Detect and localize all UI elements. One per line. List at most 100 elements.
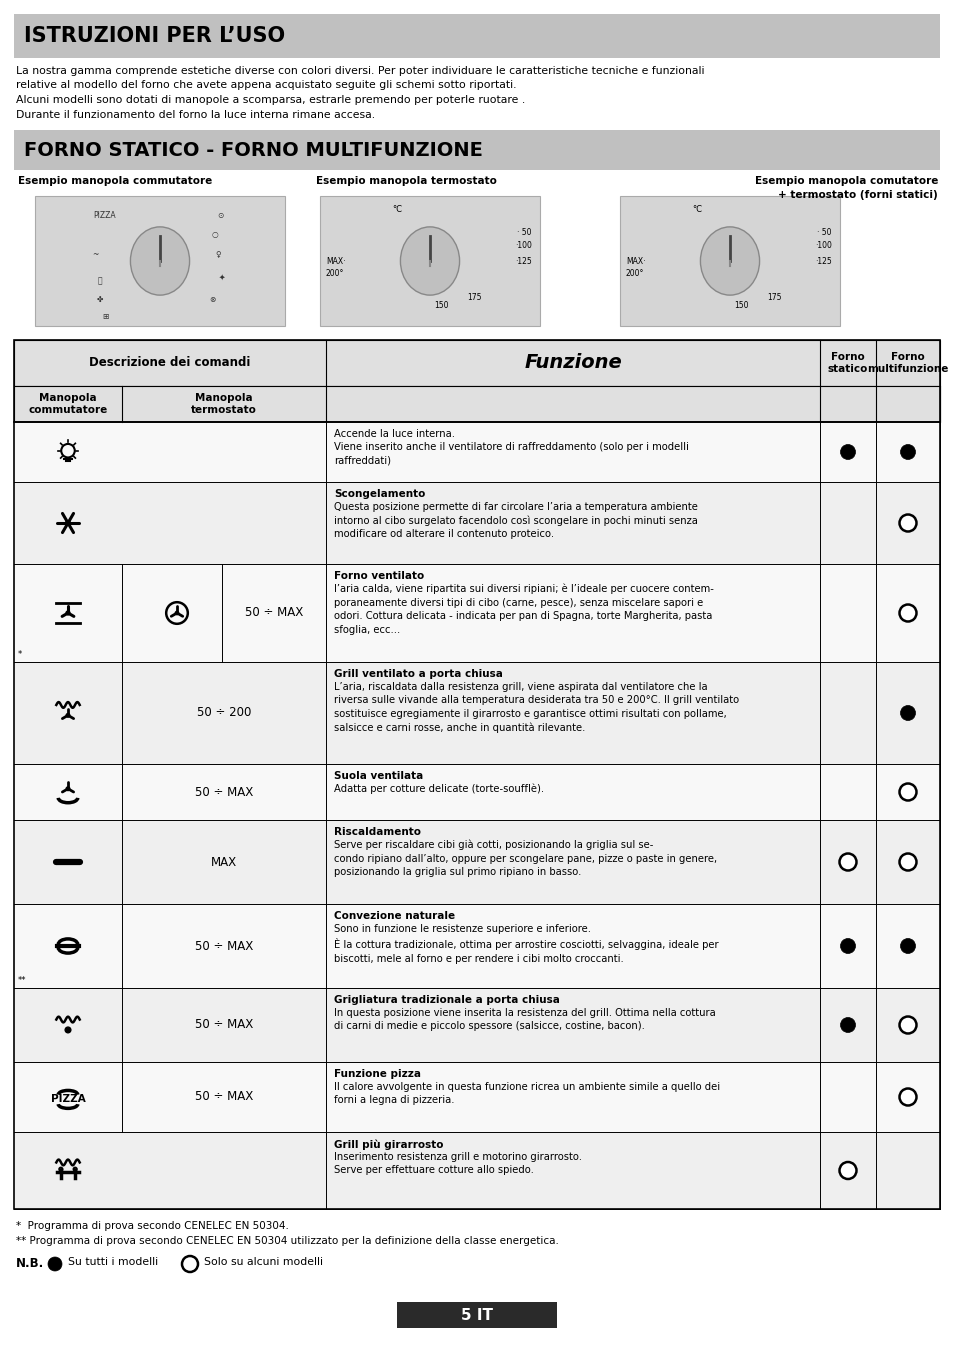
Text: 50 ÷ MAX: 50 ÷ MAX <box>194 1090 253 1104</box>
Text: Funzione pizza: Funzione pizza <box>334 1069 420 1079</box>
Text: 50 ÷ MAX: 50 ÷ MAX <box>245 607 303 620</box>
Text: ✤: ✤ <box>96 296 103 304</box>
Text: Grigliatura tradizionale a porta chiusa: Grigliatura tradizionale a porta chiusa <box>334 994 559 1005</box>
Circle shape <box>840 1017 855 1032</box>
Bar <box>14 563 939 662</box>
Text: Adatta per cotture delicate (torte-soufflè).: Adatta per cotture delicate (torte-souff… <box>334 784 543 794</box>
Text: N.B.: N.B. <box>16 1256 44 1270</box>
Bar <box>14 482 939 563</box>
Circle shape <box>899 515 916 531</box>
Circle shape <box>899 854 916 870</box>
Circle shape <box>66 611 70 615</box>
Text: Riscaldamento: Riscaldamento <box>334 827 420 838</box>
Text: In questa posizione viene inserita la resistenza del grill. Ottima nella cottura: In questa posizione viene inserita la re… <box>334 1008 715 1031</box>
Text: Durante il funzionamento del forno la luce interna rimane accesa.: Durante il funzionamento del forno la lu… <box>16 109 375 119</box>
Text: Forno
statico: Forno statico <box>827 353 867 374</box>
Bar <box>396 1302 557 1328</box>
Text: Su tutti i modelli: Su tutti i modelli <box>68 1256 158 1267</box>
Text: MAX·: MAX· <box>326 257 345 266</box>
Text: La nostra gamma comprende estetiche diverse con colori diversi. Per poter indivi: La nostra gamma comprende estetiche dive… <box>16 66 703 76</box>
Text: °C: °C <box>392 204 401 213</box>
Bar <box>14 14 939 58</box>
Bar <box>14 130 939 170</box>
Bar <box>319 196 539 326</box>
Text: · 50: · 50 <box>517 228 532 236</box>
Text: ⊞: ⊞ <box>102 312 108 322</box>
Text: ISTRUZIONI PER L’USO: ISTRUZIONI PER L’USO <box>24 26 285 46</box>
Text: Serve per riscaldare cibi già cotti, posizionando la griglia sul se-
condo ripia: Serve per riscaldare cibi già cotti, pos… <box>334 840 717 877</box>
Circle shape <box>900 939 915 954</box>
Text: ⊙: ⊙ <box>216 211 223 220</box>
Circle shape <box>66 713 70 717</box>
Circle shape <box>175 611 178 615</box>
Text: ·125: ·125 <box>515 257 532 266</box>
Bar <box>14 765 939 820</box>
Text: ⌒: ⌒ <box>97 276 102 285</box>
Text: ○: ○ <box>212 231 218 239</box>
Text: Descrizione dei comandi: Descrizione dei comandi <box>90 357 251 370</box>
Text: relative al modello del forno che avete appena acquistato seguite gli schemi sot: relative al modello del forno che avete … <box>16 81 516 91</box>
Text: 50 ÷ 200: 50 ÷ 200 <box>196 707 251 720</box>
Text: °C: °C <box>691 204 701 213</box>
Circle shape <box>182 1256 198 1273</box>
Circle shape <box>899 604 916 621</box>
Circle shape <box>900 444 915 459</box>
Circle shape <box>840 444 855 459</box>
Text: Forno ventilato: Forno ventilato <box>334 571 424 581</box>
Text: ♀: ♀ <box>215 250 220 259</box>
Text: 200°: 200° <box>625 269 643 278</box>
Text: Scongelamento: Scongelamento <box>334 489 425 499</box>
Text: Funzione: Funzione <box>523 354 621 373</box>
Text: Il calore avvolgente in questa funzione ricrea un ambiente simile a quello dei
f: Il calore avvolgente in questa funzione … <box>334 1082 720 1105</box>
Bar <box>35 196 285 326</box>
Text: Convezione naturale: Convezione naturale <box>334 911 455 921</box>
Bar <box>14 820 939 904</box>
Bar <box>14 904 939 988</box>
Text: Manopola
termostato: Manopola termostato <box>191 393 256 415</box>
Text: **: ** <box>18 975 27 985</box>
Text: PIZZA: PIZZA <box>51 1093 85 1104</box>
Bar <box>14 1062 939 1132</box>
Circle shape <box>900 705 915 720</box>
Ellipse shape <box>700 227 759 295</box>
Circle shape <box>899 784 916 801</box>
Text: L’aria, riscaldata dalla resistenza grill, viene aspirata dal ventilatore che la: L’aria, riscaldata dalla resistenza gril… <box>334 682 739 732</box>
Text: ~: ~ <box>91 250 98 259</box>
Text: MAX·: MAX· <box>625 257 645 266</box>
Bar <box>14 1132 939 1209</box>
Text: 50 ÷ MAX: 50 ÷ MAX <box>194 785 253 798</box>
Text: Esempio manopola termostato: Esempio manopola termostato <box>315 176 497 186</box>
Bar <box>14 386 939 422</box>
Text: *: * <box>18 650 22 659</box>
Text: Esempio manopola commutatore: Esempio manopola commutatore <box>18 176 212 186</box>
Text: ⊗: ⊗ <box>209 296 215 304</box>
Text: Questa posizione permette di far circolare l’aria a temperatura ambiente
intorno: Questa posizione permette di far circola… <box>334 503 698 539</box>
Text: Solo su alcuni modelli: Solo su alcuni modelli <box>204 1256 323 1267</box>
Bar <box>14 422 939 482</box>
Text: Inserimento resistenza grill e motorino girarrosto.
Serve per effettuare cotture: Inserimento resistenza grill e motorino … <box>334 1152 581 1175</box>
Bar <box>14 662 939 765</box>
Circle shape <box>839 1162 856 1179</box>
Text: Sono in funzione le resistenze superiore e inferiore.
È la cottura tradizionale,: Sono in funzione le resistenze superiore… <box>334 924 718 963</box>
Bar <box>14 340 939 386</box>
Text: PIZZA: PIZZA <box>93 211 116 220</box>
Bar <box>619 196 840 326</box>
Text: Manopola
commutatore: Manopola commutatore <box>29 393 108 415</box>
Text: ·125: ·125 <box>815 257 831 266</box>
Text: Alcuni modelli sono dotati di manopole a scomparsa, estrarle premendo per poterl: Alcuni modelli sono dotati di manopole a… <box>16 95 525 105</box>
Text: ·100: ·100 <box>515 240 532 250</box>
Text: FORNO STATICO - FORNO MULTIFUNZIONE: FORNO STATICO - FORNO MULTIFUNZIONE <box>24 141 482 159</box>
Text: ** Programma di prova secondo CENELEC EN 50304 utilizzato per la definizione del: ** Programma di prova secondo CENELEC EN… <box>16 1236 558 1246</box>
Text: Grill ventilato a porta chiusa: Grill ventilato a porta chiusa <box>334 669 502 680</box>
Ellipse shape <box>400 227 459 295</box>
Text: 150: 150 <box>434 301 448 309</box>
Bar <box>14 988 939 1062</box>
Text: 50 ÷ MAX: 50 ÷ MAX <box>194 939 253 952</box>
Circle shape <box>66 786 70 790</box>
Circle shape <box>48 1256 62 1271</box>
Text: Esempio manopola comutatore: Esempio manopola comutatore <box>754 176 937 186</box>
Text: ✦: ✦ <box>218 272 225 281</box>
Text: 175: 175 <box>466 293 480 301</box>
Text: 200°: 200° <box>326 269 344 278</box>
Circle shape <box>839 854 856 870</box>
